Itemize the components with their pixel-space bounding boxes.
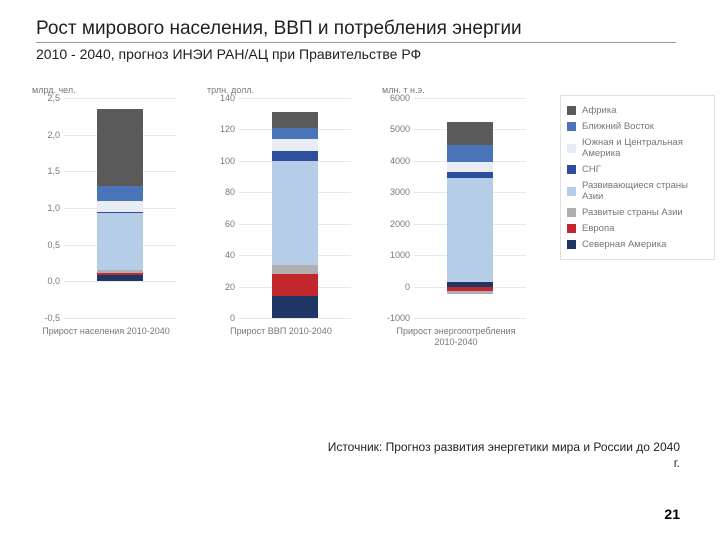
- bar-segment: [447, 172, 493, 178]
- legend-item: Африка: [567, 105, 708, 116]
- y-tick: 1,5: [36, 166, 60, 176]
- legend-swatch: [567, 122, 576, 131]
- bar-segment: [272, 265, 318, 274]
- legend-item: СНГ: [567, 164, 708, 175]
- bar-segment: [97, 275, 143, 281]
- legend-item: Северная Америка: [567, 239, 708, 250]
- chart-area: млрд. чел.2,52,01,51,00,50,0-0,5Прирост …: [36, 90, 546, 390]
- y-tick: 5000: [386, 124, 410, 134]
- legend-item: Европа: [567, 223, 708, 234]
- y-tick: 2,5: [36, 93, 60, 103]
- y-tick: 20: [211, 282, 235, 292]
- y-tick: 2000: [386, 219, 410, 229]
- y-tick: 80: [211, 187, 235, 197]
- bar-segment: [447, 145, 493, 162]
- bar-segment: [272, 128, 318, 139]
- bar-segment: [272, 274, 318, 296]
- axis: 140120100806040200: [239, 98, 351, 318]
- legend-label: Развитые страны Азии: [582, 207, 683, 218]
- legend-item: Развивающиеся страны Азии: [567, 180, 708, 202]
- y-tick: -1000: [386, 313, 410, 323]
- bar-segment-negative: [447, 291, 493, 294]
- bar-segment: [97, 270, 143, 272]
- legend-label: Европа: [582, 223, 614, 234]
- chart-panel: млрд. чел.2,52,01,51,00,50,0-0,5Прирост …: [36, 90, 176, 350]
- legend-label: Южная и Центральная Америка: [582, 137, 708, 159]
- bar-segment: [447, 178, 493, 282]
- bar-segment: [272, 296, 318, 318]
- bar-segment: [272, 161, 318, 265]
- y-tick: 1000: [386, 250, 410, 260]
- bar-segment: [97, 186, 143, 201]
- bar-segment: [272, 139, 318, 152]
- legend-label: Африка: [582, 105, 617, 116]
- stacked-bar: [447, 98, 493, 318]
- chart-panel: трлн. долл.140120100806040200Прирост ВВП…: [211, 90, 351, 350]
- slide-subtitle: 2010 - 2040, прогноз ИНЭИ РАН/АЦ при Пра…: [36, 46, 421, 62]
- legend-swatch: [567, 208, 576, 217]
- legend-swatch: [567, 144, 576, 153]
- slide-title: Рост мирового населения, ВВП и потреблен…: [36, 18, 676, 43]
- y-tick: 100: [211, 156, 235, 166]
- y-tick: 0: [211, 313, 235, 323]
- legend-swatch: [567, 240, 576, 249]
- axis: 6000500040003000200010000-1000: [414, 98, 526, 318]
- x-axis-label: Прирост энергопотребления 2010-2040: [386, 326, 526, 348]
- y-tick: 120: [211, 124, 235, 134]
- y-tick: 0,5: [36, 240, 60, 250]
- axis: 2,52,01,51,00,50,0-0,5: [64, 98, 176, 318]
- legend-item: Развитые страны Азии: [567, 207, 708, 218]
- bar-segment: [97, 212, 143, 213]
- source-text: Источник: Прогноз развития энергетики ми…: [320, 440, 680, 471]
- bar-segment: [97, 109, 143, 186]
- legend-swatch: [567, 165, 576, 174]
- gridline: [414, 318, 526, 319]
- legend: Африка Ближний Восток Южная и Центральная …: [560, 95, 715, 260]
- legend-item: Южная и Центральная Америка: [567, 137, 708, 159]
- bar-segment: [97, 201, 143, 212]
- legend-label: СНГ: [582, 164, 601, 175]
- y-tick: 0,0: [36, 276, 60, 286]
- bar-segment: [447, 162, 493, 171]
- legend-item: Ближний Восток: [567, 121, 708, 132]
- gridline: [64, 318, 176, 319]
- bar-segment: [447, 122, 493, 146]
- x-axis-label: Прирост населения 2010-2040: [36, 326, 176, 337]
- y-tick: 140: [211, 93, 235, 103]
- chart-panel: млн. т н.э.6000500040003000200010000-100…: [386, 90, 526, 350]
- stacked-bar: [97, 98, 143, 318]
- x-axis-label: Прирост ВВП 2010-2040: [211, 326, 351, 337]
- y-tick: 40: [211, 250, 235, 260]
- legend-swatch: [567, 224, 576, 233]
- bar-segment: [272, 151, 318, 160]
- legend-swatch: [567, 187, 576, 196]
- bar-segment: [97, 213, 143, 270]
- y-tick: 2,0: [36, 130, 60, 140]
- y-tick: 3000: [386, 187, 410, 197]
- y-tick: 0: [386, 282, 410, 292]
- y-tick: -0,5: [36, 313, 60, 323]
- bar-segment: [97, 273, 143, 276]
- y-tick: 1,0: [36, 203, 60, 213]
- y-tick: 6000: [386, 93, 410, 103]
- y-tick: 60: [211, 219, 235, 229]
- legend-label: Ближний Восток: [582, 121, 654, 132]
- legend-label: Развивающиеся страны Азии: [582, 180, 708, 202]
- page-number: 21: [664, 506, 680, 522]
- gridline: [239, 318, 351, 319]
- bar-segment: [272, 112, 318, 128]
- stacked-bar: [272, 98, 318, 318]
- y-tick: 4000: [386, 156, 410, 166]
- legend-label: Северная Америка: [582, 239, 666, 250]
- legend-swatch: [567, 106, 576, 115]
